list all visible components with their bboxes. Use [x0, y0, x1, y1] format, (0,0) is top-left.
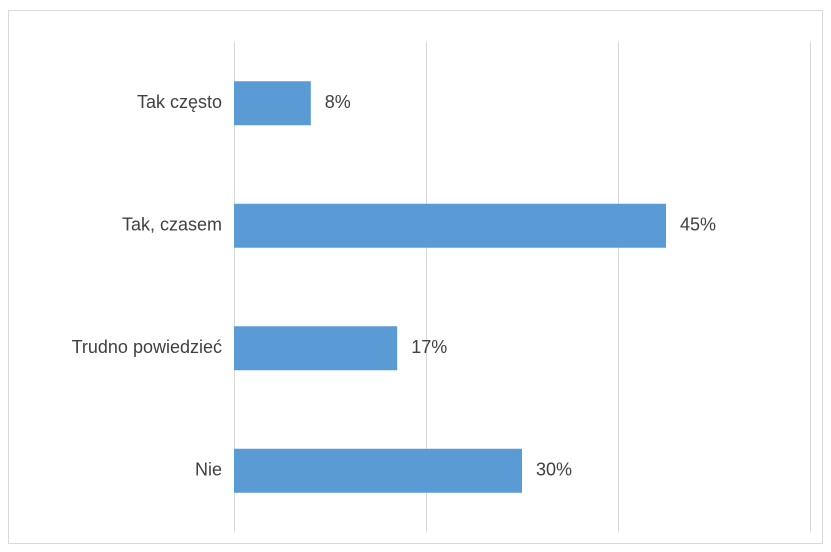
bar	[234, 203, 666, 248]
category-label: Tak często	[137, 92, 222, 112]
labels: Tak często 8% Tak, czasem 45% Trudno powiedz…	[72, 92, 716, 480]
data-label: 17%	[411, 337, 447, 357]
bars	[234, 81, 666, 493]
data-label: 8%	[325, 92, 351, 112]
data-label: 45%	[680, 215, 716, 235]
category-label: Tak, czasem	[122, 215, 222, 235]
bar	[234, 81, 311, 126]
bar	[234, 448, 522, 493]
category-label: Trudno powiedzieć	[72, 337, 222, 357]
data-label: 30%	[536, 460, 572, 480]
bar	[234, 326, 398, 371]
category-label: Nie	[195, 460, 222, 480]
